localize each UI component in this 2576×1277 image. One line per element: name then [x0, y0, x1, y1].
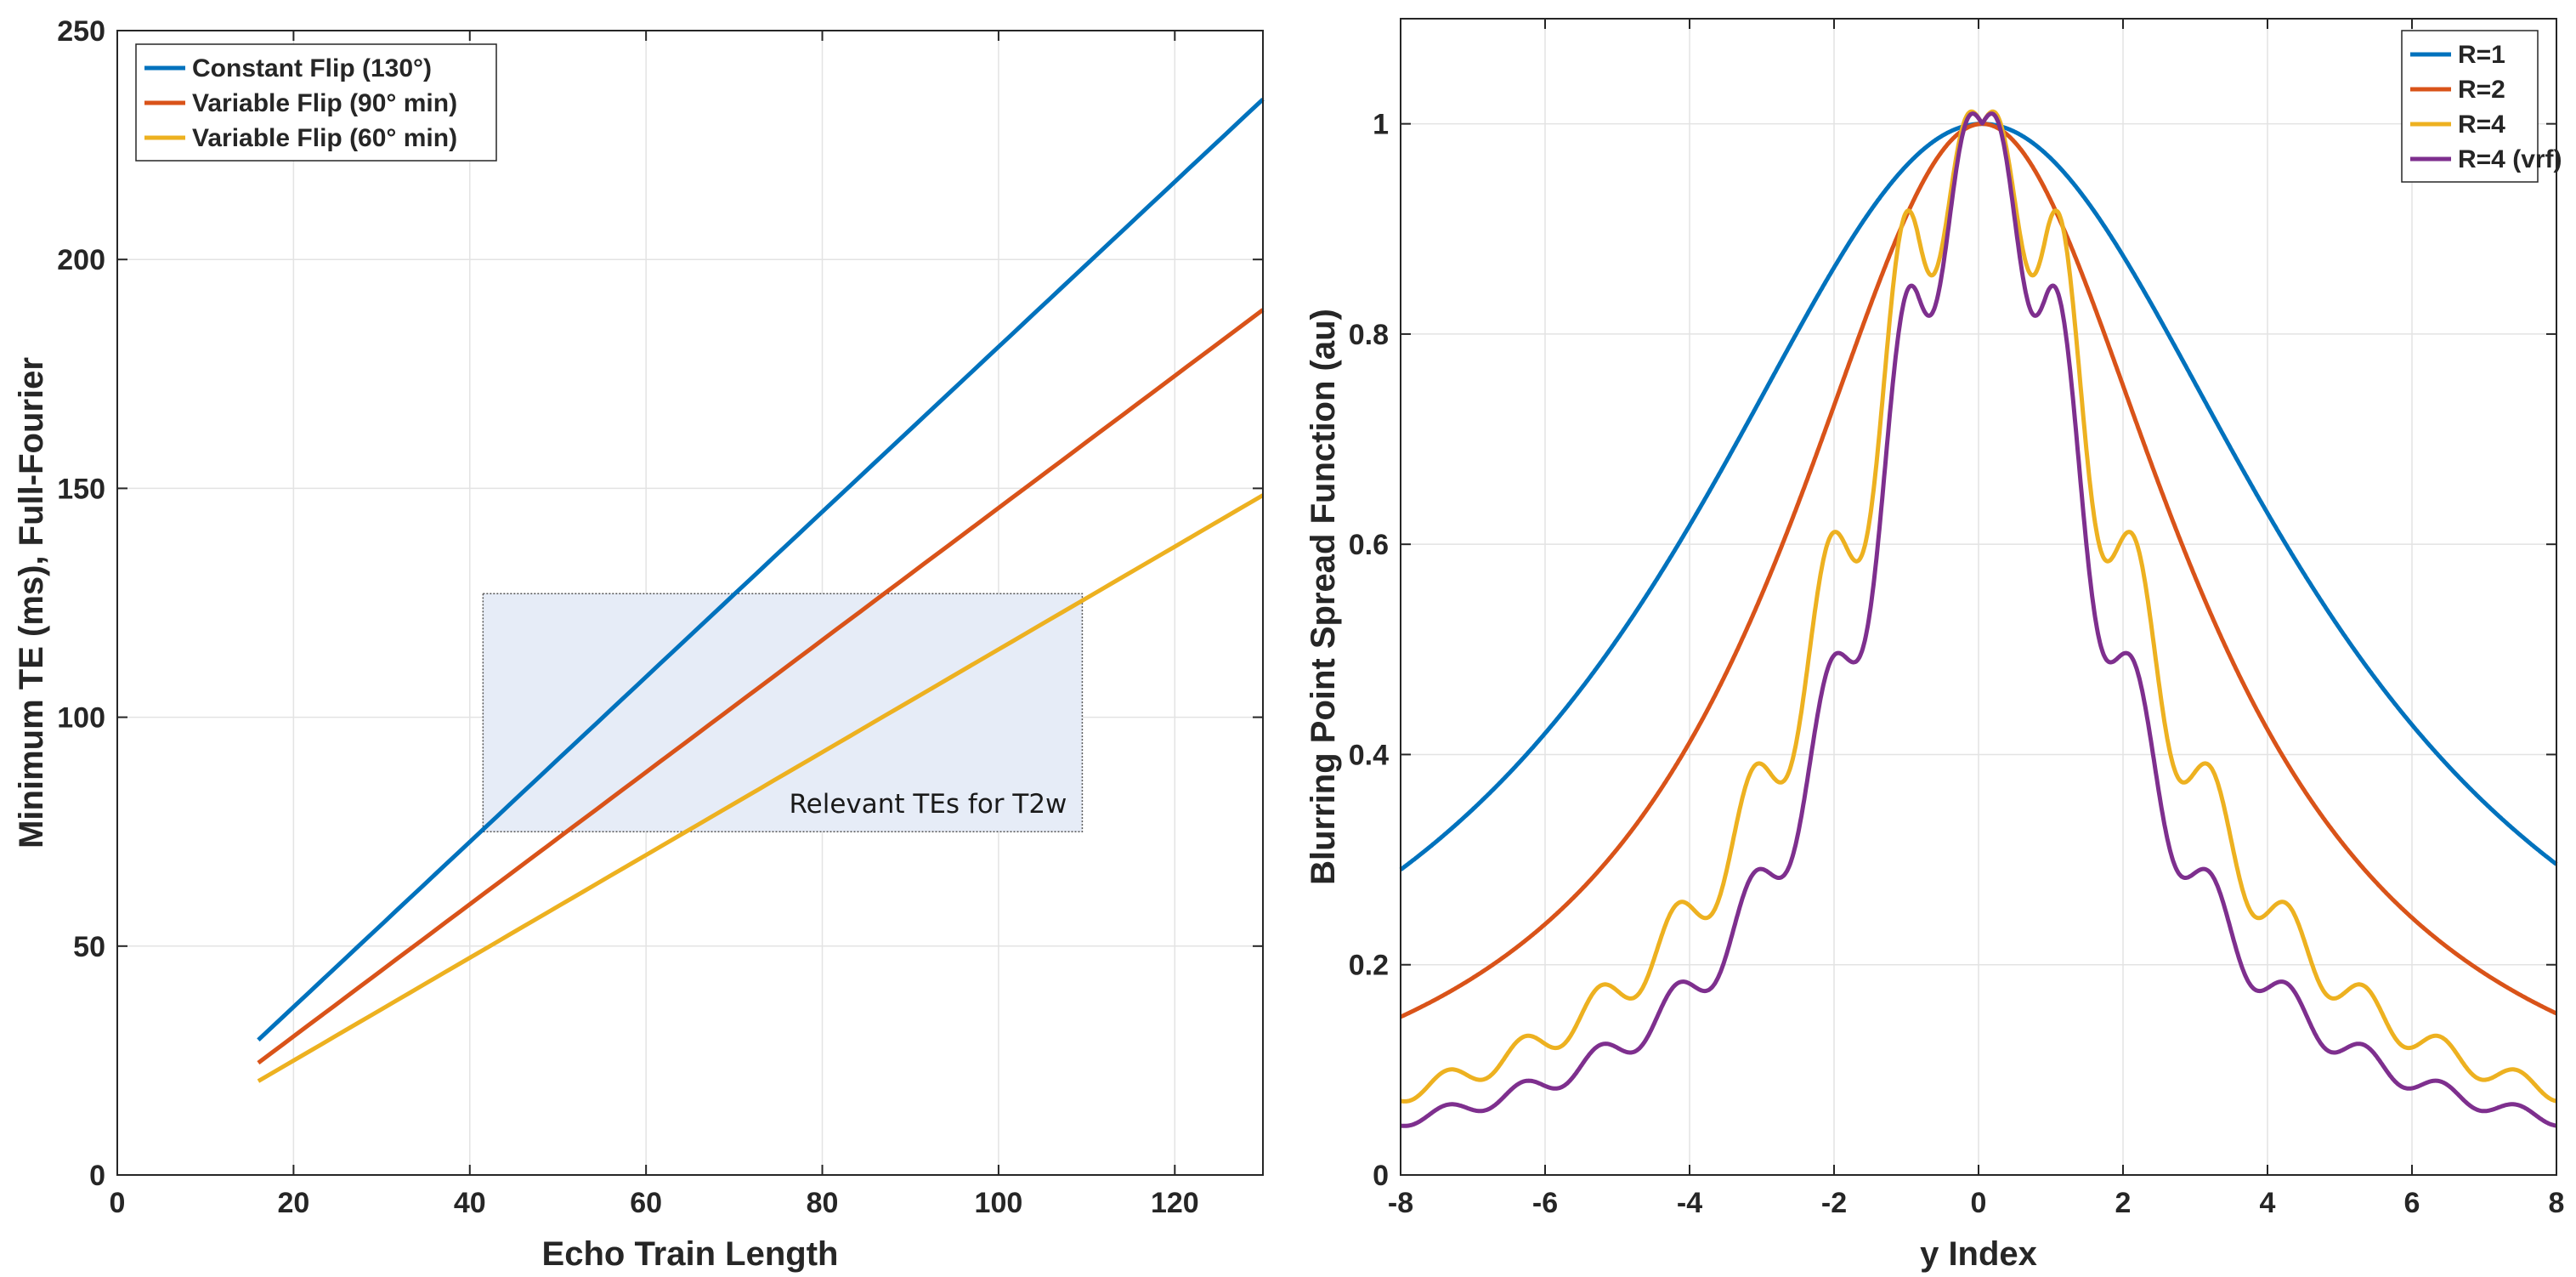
legend-label-1: Constant Flip (130°): [192, 54, 432, 82]
y-tick-label: 1: [1373, 109, 1389, 141]
y-tick-label: 0.4: [1349, 739, 1389, 771]
y-tick-label: 0: [1373, 1160, 1389, 1192]
x-axis-label: y Index: [1920, 1235, 2037, 1273]
series-line-2: [1399, 122, 2558, 1019]
axes-frame: [116, 30, 1264, 1176]
x-tick-label: 2: [2115, 1187, 2132, 1219]
x-tick-label: -6: [1532, 1187, 1558, 1219]
legend: R=1 R=2 R=4 R=4 (vrf): [2401, 30, 2562, 183]
x-tick-label: 8: [2549, 1187, 2565, 1219]
series-line-1: [257, 97, 1265, 1042]
x-axis-label: Echo Train Length: [542, 1235, 839, 1273]
y-tick-label: 0.6: [1349, 529, 1389, 561]
y-tick-label: 200: [57, 244, 105, 276]
legend-box: [135, 43, 497, 162]
annotation-box: [482, 593, 1084, 832]
y-tick-label: 0.2: [1349, 950, 1389, 982]
series-line-2: [257, 308, 1265, 1065]
y-axis-label: Blurring Point Spread Function (au): [1305, 309, 1342, 885]
x-tick-label: 0: [110, 1187, 126, 1219]
y-tick-label: 100: [57, 702, 105, 735]
x-tick-label: 120: [1151, 1187, 1199, 1219]
chart-left-te-vs-etl: Relevant TEs for T2w 0 20 40 60 80 100 120 0 50 10…: [13, 15, 1265, 1273]
legend-label-2: Variable Flip (90° min): [192, 89, 457, 117]
legend-label-3: Variable Flip (60° min): [192, 124, 457, 152]
x-tick-label: 0: [1971, 1187, 1987, 1219]
x-tick-label: 6: [2404, 1187, 2420, 1219]
y-tick-label: 150: [57, 473, 105, 505]
x-tick-label: 80: [807, 1187, 839, 1219]
series-line-4: [1399, 111, 2558, 1128]
x-tick-label: -2: [1821, 1187, 1847, 1219]
x-tick-label: 100: [975, 1187, 1023, 1219]
x-tick-label: 4: [2260, 1187, 2276, 1219]
x-tick-label: -4: [1677, 1187, 1702, 1219]
y-tick-label: 0: [89, 1160, 105, 1192]
legend-label-4: R=4 (vrf): [2458, 145, 2562, 173]
y-tick-label: 250: [57, 15, 105, 48]
x-tick-label: 20: [277, 1187, 309, 1219]
chart-right-psf: -8 -6 -4 -2 0 2 4 6 8 0 0.2 0.4 0.6 0.8 1 y Index Blurri…: [1305, 18, 2565, 1273]
legend-label-2: R=2: [2458, 76, 2505, 104]
y-axis-label: Minimum TE (ms), Full-Fourier: [13, 357, 50, 848]
series-line-3: [257, 493, 1265, 1083]
legend-label-1: R=1: [2458, 41, 2505, 69]
x-tick-label: -8: [1388, 1187, 1413, 1219]
x-tick-label: 60: [630, 1187, 662, 1219]
annotation-label: Relevant TEs for T2w: [789, 789, 1067, 820]
legend-label-3: R=4: [2458, 111, 2505, 139]
x-tick-label: 40: [454, 1187, 486, 1219]
legend: Constant Flip (130°) Variable Flip (90° m…: [135, 43, 497, 162]
y-tick-label: 50: [73, 931, 105, 963]
y-tick-label: 0.8: [1349, 319, 1389, 351]
